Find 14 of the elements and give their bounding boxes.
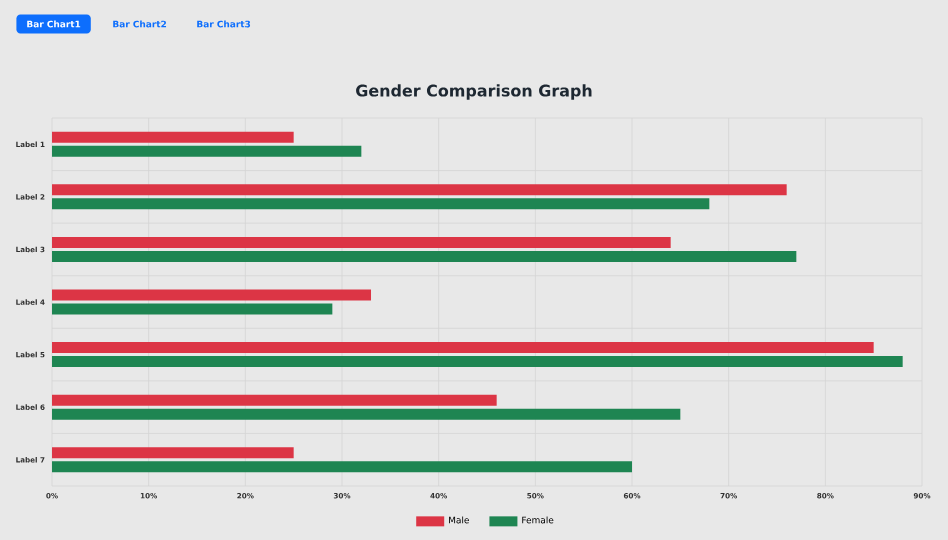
bar <box>52 145 362 157</box>
bar <box>52 394 497 406</box>
bar <box>52 342 874 354</box>
bar <box>52 447 294 459</box>
bar <box>52 289 372 301</box>
bar <box>52 131 294 143</box>
bar <box>52 408 681 420</box>
bar <box>52 184 787 196</box>
bar <box>52 303 333 315</box>
bar <box>52 198 710 210</box>
bar <box>52 356 903 368</box>
bar <box>52 236 671 248</box>
bar <box>52 250 797 262</box>
bar <box>52 461 633 473</box>
